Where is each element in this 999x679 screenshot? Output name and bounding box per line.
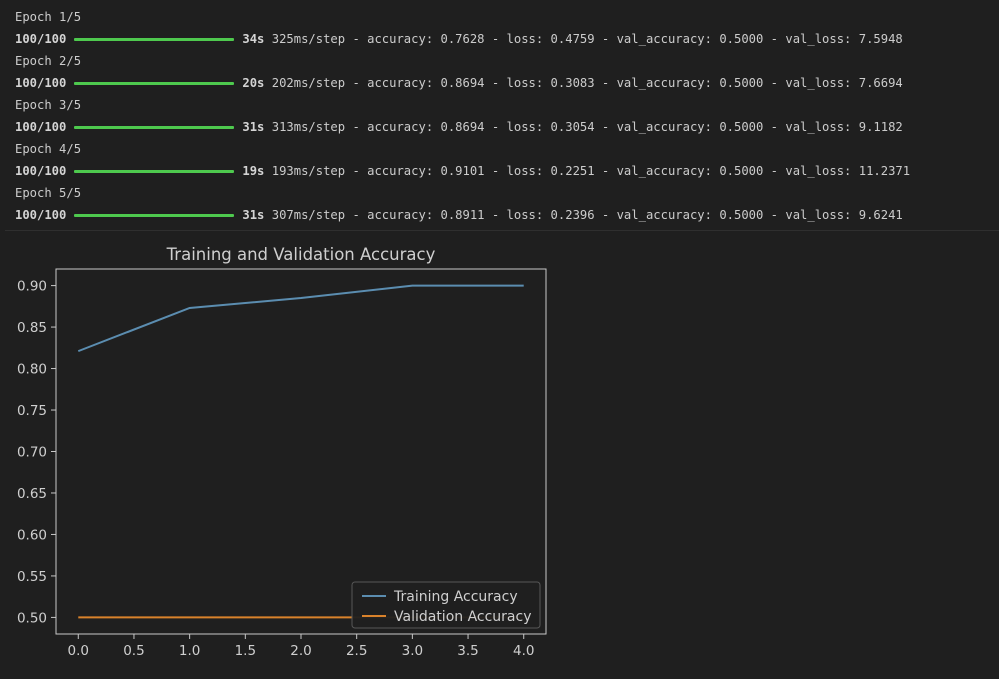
- epoch-title: Epoch 2/5: [15, 54, 82, 68]
- y-tick-label: 0.70: [17, 445, 47, 461]
- y-tick-label: 0.85: [17, 320, 47, 336]
- epoch-progress-line: 100/100 20s 202ms/step - accuracy: 0.8694…: [15, 72, 990, 94]
- epoch-progress-line: 100/100 19s 193ms/step - accuracy: 0.9101…: [15, 160, 990, 182]
- epoch-title: Epoch 1/5: [15, 10, 82, 24]
- epoch-metrics: 307ms/step - accuracy: 0.8911 - loss: 0.…: [264, 208, 903, 222]
- epoch-metrics: 193ms/step - accuracy: 0.9101 - loss: 0.…: [264, 164, 911, 178]
- progress-bar: [74, 125, 235, 129]
- epoch-title: Epoch 4/5: [15, 142, 82, 156]
- epoch-metrics: 202ms/step - accuracy: 0.8694 - loss: 0.…: [264, 76, 903, 90]
- step-count: 100/100: [15, 76, 67, 90]
- epoch-title: Epoch 3/5: [15, 98, 82, 112]
- progress-bar: [74, 213, 235, 217]
- y-tick-label: 0.80: [17, 362, 47, 378]
- x-tick-label: 4.0: [513, 643, 534, 659]
- x-tick-label: 3.0: [402, 643, 423, 659]
- training-log: Epoch 1/5 100/100 34s 325ms/step - accurac…: [15, 6, 990, 226]
- progress-bar: [74, 37, 235, 41]
- progress-bar: [74, 81, 235, 85]
- epoch-time: 31s: [242, 208, 265, 222]
- y-tick-label: 0.50: [17, 610, 47, 626]
- x-tick-label: 3.5: [457, 643, 478, 659]
- epoch-progress-line: 100/100 34s 325ms/step - accuracy: 0.7628…: [15, 28, 990, 50]
- epoch-time: 19s: [242, 164, 265, 178]
- epoch-title: Epoch 5/5: [15, 186, 82, 200]
- y-tick-label: 0.75: [17, 403, 47, 419]
- epoch-metrics: 325ms/step - accuracy: 0.7628 - loss: 0.…: [264, 32, 903, 46]
- y-tick-label: 0.65: [17, 486, 47, 502]
- chart-title: Training and Validation Accuracy: [166, 245, 436, 264]
- epoch-time: 34s: [242, 32, 265, 46]
- epoch-time: 31s: [242, 120, 265, 134]
- progress-bar: [74, 169, 235, 173]
- step-count: 100/100: [15, 164, 67, 178]
- y-tick-label: 0.55: [17, 569, 47, 585]
- step-count: 100/100: [15, 120, 67, 134]
- step-count: 100/100: [15, 208, 67, 222]
- x-tick-label: 2.5: [346, 643, 367, 659]
- series-line: [77, 284, 524, 353]
- x-tick-label: 0.5: [123, 643, 144, 659]
- step-count: 100/100: [15, 32, 67, 46]
- x-tick-label: 2.0: [290, 643, 311, 659]
- legend-label: Training Accuracy: [393, 589, 518, 605]
- accuracy-chart: Training and Validation Accuracy 0.50 0.55…: [17, 245, 547, 659]
- x-tick-label: 1.5: [235, 643, 256, 659]
- legend-box: [351, 581, 541, 629]
- epoch-time: 20s: [242, 76, 265, 90]
- y-tick-label: 0.60: [17, 527, 47, 543]
- plot-frame: [55, 268, 547, 635]
- output-separator: [5, 230, 999, 231]
- epoch-progress-line: 100/100 31s 307ms/step - accuracy: 0.8911…: [15, 204, 990, 226]
- y-tick-label: 0.90: [17, 279, 47, 295]
- epoch-metrics: 313ms/step - accuracy: 0.8694 - loss: 0.…: [264, 120, 903, 134]
- epoch-progress-line: 100/100 31s 313ms/step - accuracy: 0.8694…: [15, 116, 990, 138]
- x-tick-label: 0.0: [68, 643, 89, 659]
- x-tick-label: 1.0: [179, 643, 200, 659]
- legend-label: Validation Accuracy: [394, 609, 532, 625]
